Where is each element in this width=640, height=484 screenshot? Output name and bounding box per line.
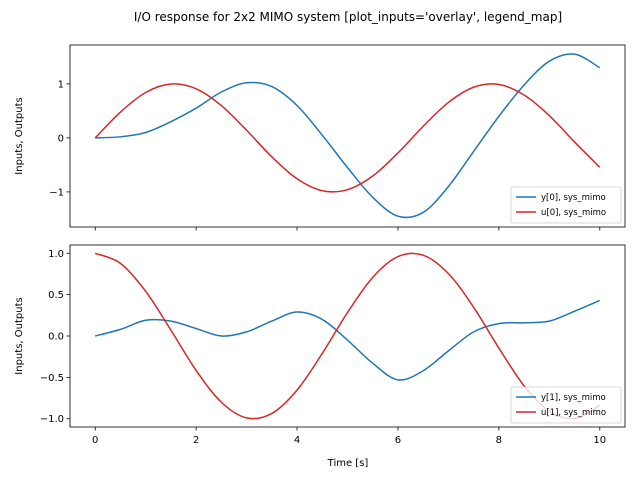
top-axes: −1 0 1 Inputs, Outputs y[0], sys_mimo u[0], s…: [14, 44, 626, 231]
chart-title: I/O response for 2x2 MIMO system [plot_i…: [134, 10, 562, 24]
y-tick-label: 1: [58, 79, 64, 90]
x-tick-label: 10: [593, 435, 606, 446]
legend-box: [510, 186, 622, 224]
series-line-output-0: [95, 53, 601, 219]
x-tick-label: 4: [294, 435, 300, 446]
y-axis-label: Inputs, Outputs: [14, 97, 25, 174]
bottom-axes: 0 2 4 6 8 10 −1.0 −0.5 0.0 0.5 1.0 Inputs, Outputs y…: [14, 244, 626, 446]
legend: y[0], sys_mimo u[0], sys_mimo: [510, 186, 622, 224]
axes-frame: [69, 44, 626, 228]
legend-label: u[0], sys_mimo: [541, 208, 606, 218]
legend-label: y[0], sys_mimo: [541, 193, 606, 203]
legend-label: u[1], sys_mimo: [541, 408, 606, 418]
y-tick-label: −1.0: [40, 414, 64, 425]
series-line-output-1: [95, 299, 601, 381]
x-tick-label: 2: [193, 435, 199, 446]
y-tick-label: −1: [49, 187, 64, 198]
legend: y[1], sys_mimo u[1], sys_mimo: [510, 386, 622, 424]
x-tick-label: 0: [92, 435, 98, 446]
y-tick-label: 0.5: [48, 290, 64, 301]
legend-label: y[1], sys_mimo: [541, 393, 606, 403]
y-tick-label: 0.0: [48, 332, 64, 343]
x-axis-label: Time [s]: [327, 458, 369, 469]
series-line-input-1: [94, 252, 601, 420]
x-tick-label: 8: [496, 435, 502, 446]
y-tick-label: 0: [58, 133, 64, 144]
y-axis-label: Inputs, Outputs: [14, 297, 25, 374]
y-tick-label: −0.5: [40, 373, 64, 384]
series-line-input-0: [94, 83, 601, 193]
x-tick-label: 6: [395, 435, 401, 446]
y-tick-label: 1.0: [48, 249, 64, 260]
legend-box: [510, 386, 622, 424]
